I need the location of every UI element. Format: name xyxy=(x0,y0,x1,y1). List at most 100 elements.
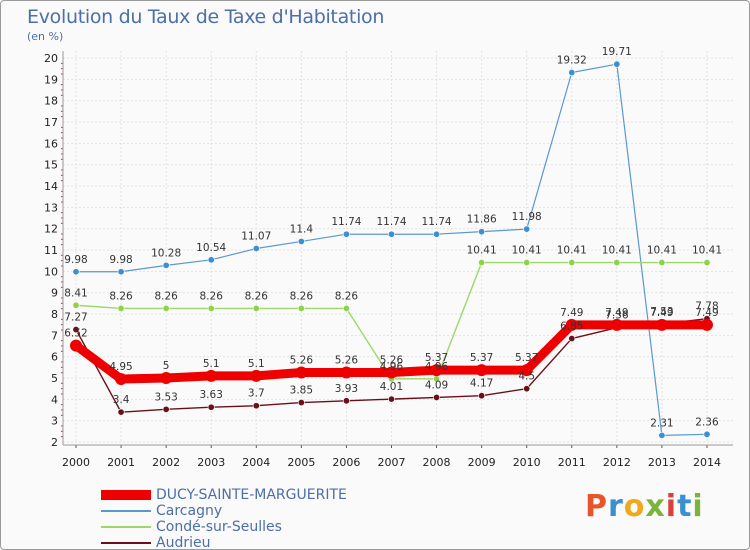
x-tick-label: 2012 xyxy=(603,456,631,469)
data-label: 4.17 xyxy=(470,378,493,390)
data-point xyxy=(295,366,308,379)
data-label: 11.74 xyxy=(422,216,452,228)
y-tick-label: 9 xyxy=(51,287,58,300)
data-label: 9.98 xyxy=(109,254,132,266)
x-tick-label: 2009 xyxy=(468,456,496,469)
data-label: 8.26 xyxy=(290,290,314,302)
data-label: 2.36 xyxy=(695,416,719,428)
data-point xyxy=(207,256,215,264)
data-point xyxy=(252,402,260,410)
data-label: 5.37 xyxy=(470,352,493,364)
data-label: 3.93 xyxy=(335,383,358,395)
y-tick-label: 10 xyxy=(44,265,58,278)
y-tick-label: 19 xyxy=(44,73,58,86)
proxiti-logo: Proxiti xyxy=(585,489,704,524)
data-label: 11.98 xyxy=(512,211,542,223)
data-point xyxy=(613,259,621,267)
data-point xyxy=(162,405,170,413)
y-tick-label: 11 xyxy=(44,244,58,257)
legend-swatch xyxy=(101,526,151,528)
data-point xyxy=(387,230,395,238)
data-point xyxy=(658,431,666,439)
data-label: 19.71 xyxy=(602,46,632,58)
x-tick-label: 2013 xyxy=(648,456,676,469)
logo-letter: i xyxy=(665,489,678,524)
series-carcagny xyxy=(72,60,711,439)
data-point xyxy=(205,369,218,382)
data-label: 10.28 xyxy=(151,247,181,259)
data-label: 7.49 xyxy=(695,307,718,319)
chart-subtitle: (en %) xyxy=(27,30,64,43)
data-label: 5.26 xyxy=(380,354,404,366)
data-point xyxy=(523,385,531,393)
data-point xyxy=(387,395,395,403)
data-point xyxy=(297,237,305,245)
data-label: 7.49 xyxy=(560,307,583,319)
data-point xyxy=(523,259,531,267)
x-tick-label: 2010 xyxy=(513,456,541,469)
data-point xyxy=(703,430,711,438)
y-tick-label: 13 xyxy=(44,201,58,214)
data-point xyxy=(342,230,350,238)
data-label: 4.95 xyxy=(109,361,132,373)
data-label: 11.86 xyxy=(467,214,497,226)
data-point xyxy=(520,364,533,377)
logo-letter: t xyxy=(677,489,693,524)
data-point xyxy=(160,372,173,384)
legend-swatch xyxy=(101,510,151,512)
data-label: 10.41 xyxy=(647,245,677,257)
y-tick-label: 2 xyxy=(51,436,58,449)
data-label: 19.32 xyxy=(557,55,587,67)
data-label: 4.96 xyxy=(380,361,404,373)
data-point xyxy=(700,318,713,331)
y-tick-label: 18 xyxy=(44,95,58,108)
data-label: 7.36 xyxy=(605,310,629,322)
data-label: 5 xyxy=(163,360,170,372)
data-label: 4.96 xyxy=(425,361,449,373)
data-label: 10.41 xyxy=(602,245,632,257)
x-tick-label: 2002 xyxy=(152,456,180,469)
data-point xyxy=(115,373,128,386)
data-point xyxy=(478,259,486,267)
x-tick-label: 2004 xyxy=(242,456,270,469)
data-point xyxy=(250,369,263,382)
data-label: 8.26 xyxy=(109,290,133,302)
data-point xyxy=(252,245,260,253)
series-ducy-sainte-marguerite xyxy=(70,318,713,386)
y-tick-label: 8 xyxy=(51,308,58,321)
data-point xyxy=(162,304,170,312)
data-point xyxy=(568,335,576,343)
data-label: 11.74 xyxy=(376,216,406,228)
legend-swatch xyxy=(101,542,151,544)
data-label: 7.27 xyxy=(64,312,87,324)
axes: 2 3 4 5 6 7 8 9 10 11 12 13 14 15 16 17 18 19 20 2000 2001 20… xyxy=(44,51,733,469)
data-label: 9.98 xyxy=(64,254,87,266)
y-tick-label: 20 xyxy=(44,52,58,65)
data-point xyxy=(478,228,486,236)
logo-letter: i xyxy=(692,489,704,524)
x-tick-label: 2000 xyxy=(62,456,90,469)
data-point xyxy=(117,408,125,416)
x-tick-label: 2014 xyxy=(693,456,721,469)
data-point xyxy=(385,366,398,379)
data-label: 8.26 xyxy=(154,290,178,302)
data-point xyxy=(475,364,488,377)
legend-swatch xyxy=(101,490,151,500)
data-label: 10.41 xyxy=(467,245,497,257)
data-point xyxy=(117,268,125,276)
y-tick-label: 14 xyxy=(44,180,58,193)
data-point xyxy=(610,318,623,331)
y-tick-label: 4 xyxy=(51,393,58,406)
data-label: 7.53 xyxy=(650,306,673,318)
data-point xyxy=(340,366,353,379)
x-tick-label: 2003 xyxy=(197,456,225,469)
y-tick-label: 12 xyxy=(44,223,58,236)
logo-letter: x xyxy=(645,489,666,524)
data-point xyxy=(703,259,711,267)
data-point xyxy=(72,301,80,309)
data-label: 6.85 xyxy=(560,321,583,333)
data-point xyxy=(72,268,80,276)
logo-letter: r xyxy=(608,489,624,524)
data-point xyxy=(613,60,621,68)
